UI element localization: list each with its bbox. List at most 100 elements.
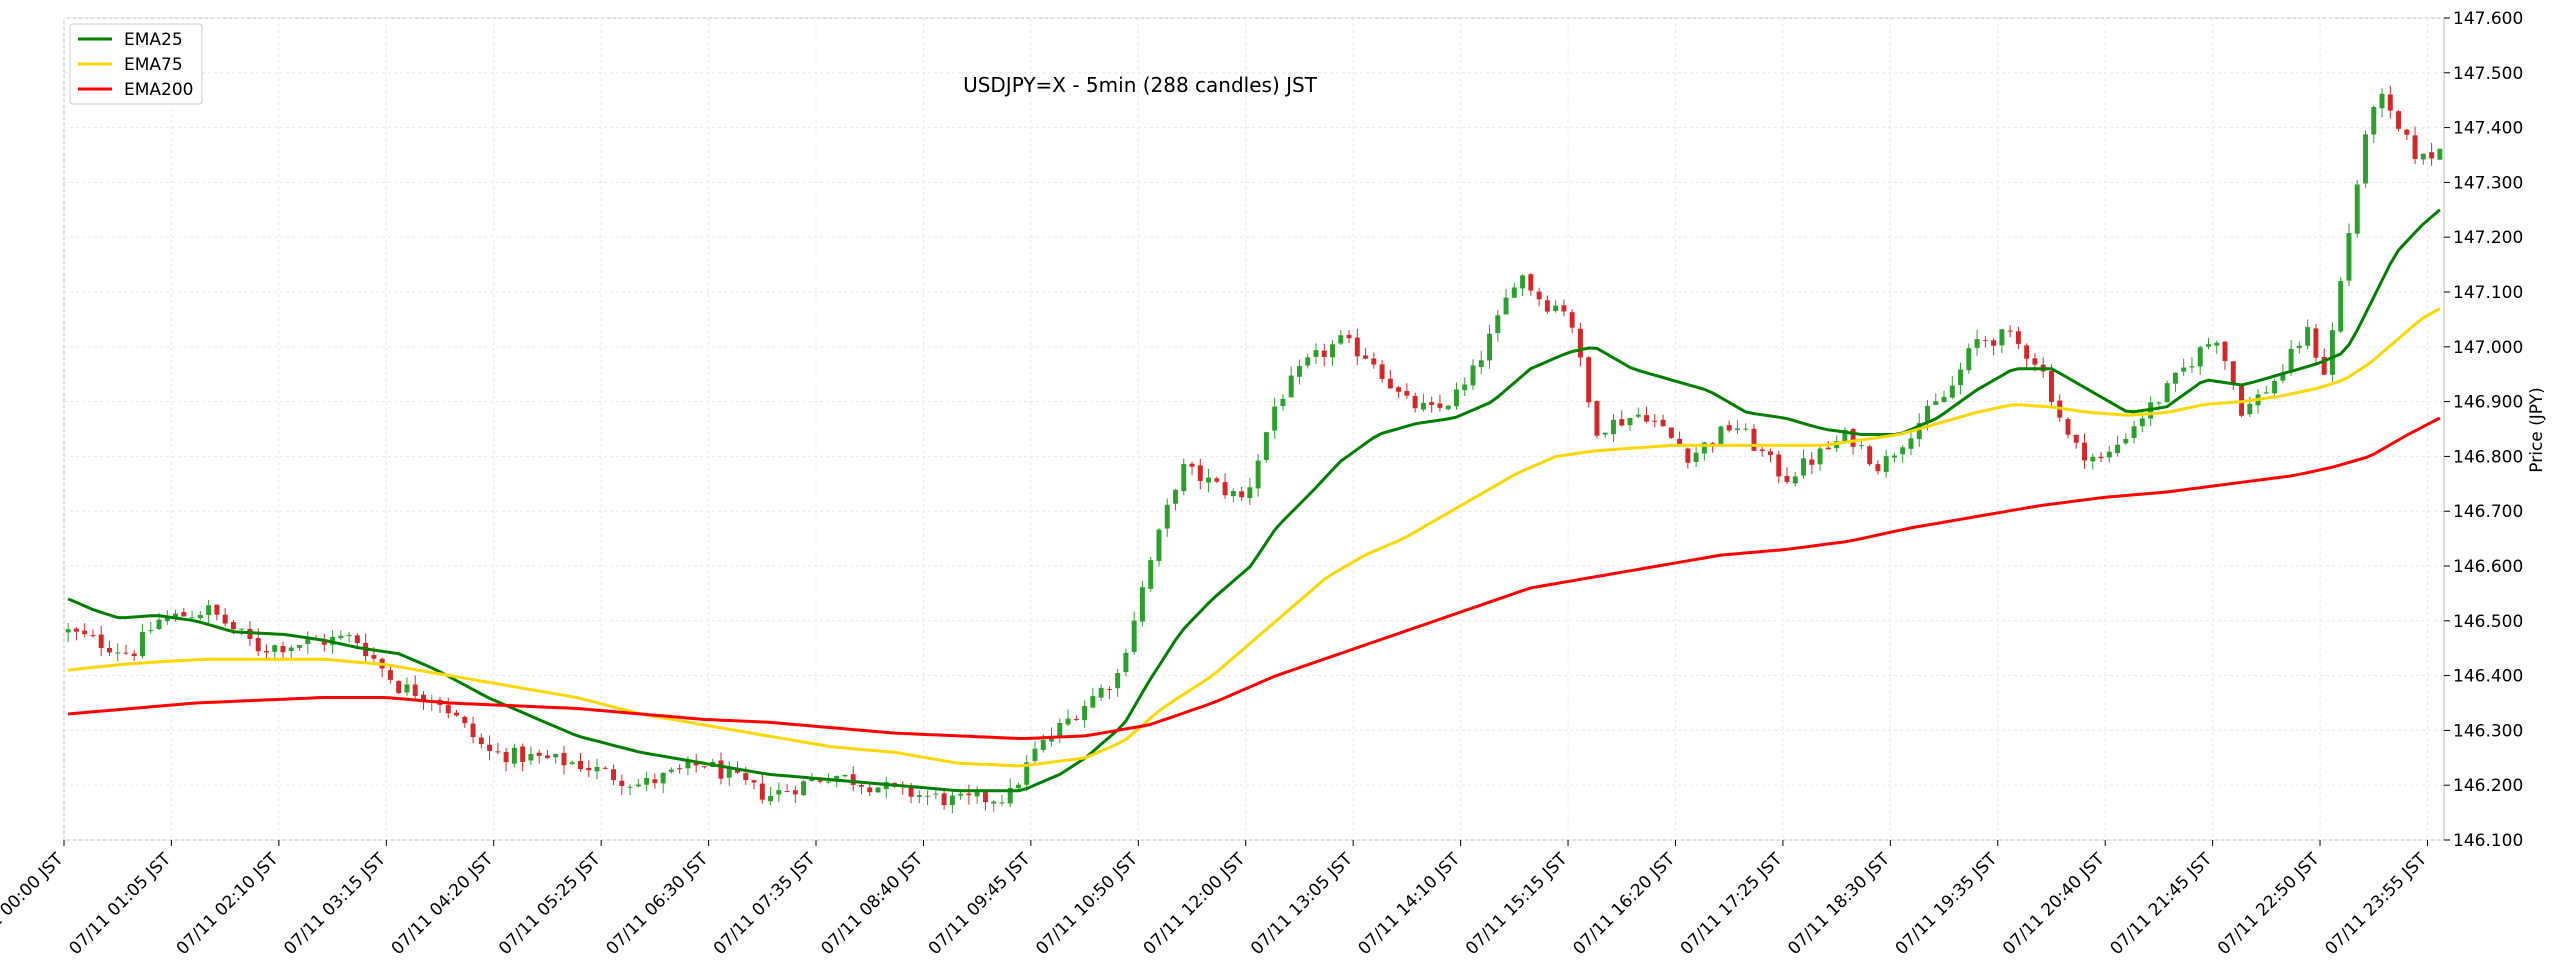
candle [445, 697, 451, 719]
candle-body [1379, 364, 1385, 379]
candle-body [2206, 344, 2211, 347]
candle-body [73, 628, 79, 632]
y-tick-label: 147.200 [2453, 228, 2523, 248]
candle-body [635, 784, 641, 787]
y-tick-label: 146.700 [2453, 502, 2523, 522]
grid [63, 17, 2444, 841]
candle-body [1470, 365, 1476, 386]
x-tick-label: 07/11 20:40 JST [1999, 849, 2109, 959]
candle-body [1040, 739, 1046, 751]
candle [2214, 340, 2220, 354]
candle-body [1305, 357, 1311, 366]
candle-body [115, 652, 121, 654]
candle [2371, 105, 2377, 144]
candle-body [412, 684, 418, 696]
candle [1801, 449, 1807, 479]
legend-label: EMA25 [124, 30, 183, 50]
candle [842, 774, 848, 778]
candle-body [792, 790, 798, 795]
candle-body [1156, 529, 1162, 562]
candle [65, 622, 71, 643]
candle [1875, 460, 1881, 475]
candle-body [668, 769, 674, 772]
candle-body [82, 630, 88, 635]
candle [635, 778, 641, 788]
candle [1073, 715, 1079, 722]
candle [2048, 364, 2054, 407]
candle [2189, 357, 2195, 374]
candle-body [544, 755, 550, 759]
candle-body [1288, 375, 1294, 398]
candle [2305, 319, 2311, 350]
candle-body [321, 640, 327, 645]
candle [189, 610, 195, 619]
candle-body [933, 793, 939, 795]
candle-body [1916, 423, 1922, 440]
candle [404, 677, 410, 696]
candle-body [2032, 358, 2038, 365]
candle-body [999, 802, 1005, 804]
candle-body [1520, 275, 1526, 289]
candle [1139, 581, 1145, 627]
candle-body [1776, 454, 1782, 477]
candle [1594, 400, 1600, 439]
candle [2090, 453, 2096, 470]
candle [2065, 417, 2071, 439]
candle-body [1247, 487, 1253, 498]
candle [1982, 336, 1988, 348]
x-tick-label: 07/11 13:05 JST [1247, 849, 1357, 959]
candle [1652, 414, 1658, 428]
candle [1371, 352, 1377, 369]
candle-body [2098, 456, 2104, 459]
candle-body [1487, 333, 1492, 361]
candle-body [916, 795, 922, 797]
candle-body [396, 681, 402, 694]
candle [478, 733, 484, 749]
candle [98, 625, 104, 657]
candle-body [1693, 452, 1699, 462]
candle-body [619, 780, 625, 786]
candle [668, 767, 674, 774]
candle [181, 607, 187, 617]
candle-body [2363, 134, 2368, 184]
candle [1999, 328, 2005, 354]
candle [1974, 329, 1980, 356]
y-tick-label: 146.500 [2453, 612, 2523, 632]
x-tick-label: 07/11 17:25 JST [1677, 849, 1787, 959]
candle-body [553, 753, 559, 758]
candle-body [338, 635, 344, 639]
candle-body [1685, 448, 1691, 463]
candle [1412, 392, 1418, 413]
candle [1966, 343, 1972, 374]
candle-body [1726, 425, 1732, 431]
candle-body [561, 752, 567, 766]
candle [1627, 417, 1633, 431]
candle-body [1073, 718, 1079, 721]
candle-body [2115, 444, 2121, 454]
candle [2156, 401, 2162, 407]
candle [1462, 377, 1468, 397]
candle [2015, 326, 2021, 349]
candle [2024, 343, 2030, 369]
candle-body [454, 712, 460, 716]
candle [1569, 309, 1575, 334]
candle-body [958, 793, 964, 796]
candle-body [1346, 334, 1352, 339]
candle [768, 786, 774, 806]
x-tick-label: 07/11 08:40 JST [817, 849, 927, 959]
candle [2098, 451, 2104, 463]
candle [1693, 444, 1699, 467]
candle [214, 604, 220, 621]
candle-body [1503, 297, 1509, 315]
candle-body [2189, 366, 2195, 368]
candle-body [1668, 427, 1674, 438]
candle-body [809, 779, 815, 782]
candle-body [1511, 287, 1517, 298]
candle-body [2156, 402, 2162, 404]
candle-body [148, 630, 154, 632]
candle-body [520, 746, 526, 763]
x-tick-label: 07/11 00:00 JST [0, 849, 68, 959]
candle [1900, 445, 1906, 463]
candle-body [1784, 475, 1790, 482]
candle [528, 746, 534, 766]
